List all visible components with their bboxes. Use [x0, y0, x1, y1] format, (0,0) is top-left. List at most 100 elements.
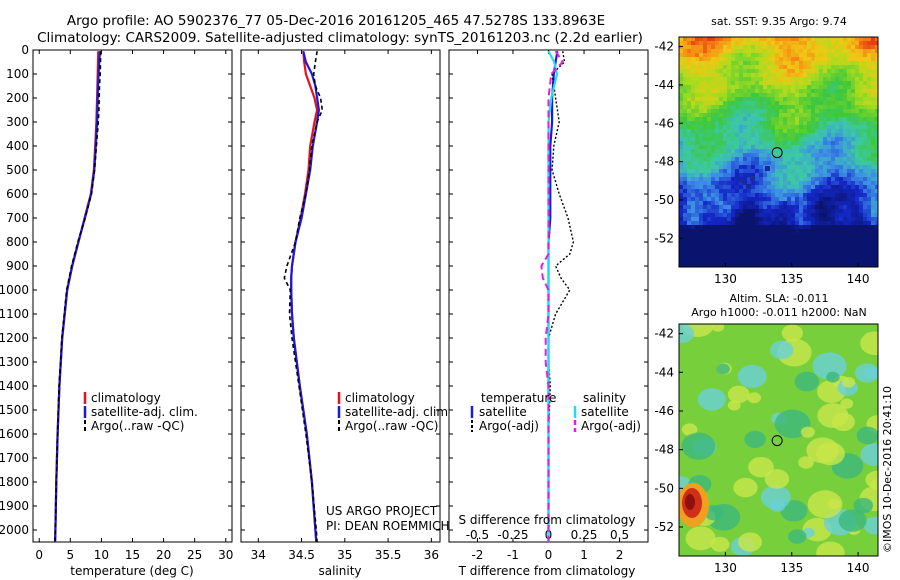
- sst-cell: [679, 217, 683, 221]
- sst-cell: [835, 101, 839, 105]
- sst-cell: [867, 149, 871, 153]
- sst-cell: [707, 85, 711, 89]
- sst-cell: [727, 177, 731, 181]
- sst-cell: [791, 61, 795, 65]
- sst-cell: [835, 233, 839, 237]
- sst-cell: [743, 257, 747, 261]
- sst-cell: [847, 217, 851, 221]
- sst-cell: [791, 81, 795, 85]
- sst-cell: [839, 169, 843, 173]
- sst-cell: [811, 189, 815, 193]
- sst-cell: [695, 49, 699, 53]
- sst-cell: [811, 213, 815, 217]
- sst-cell: [723, 145, 727, 149]
- sst-cell: [871, 81, 875, 85]
- sst-cell: [819, 37, 823, 41]
- sst-cell: [747, 205, 751, 209]
- sst-cell: [859, 129, 863, 133]
- sst-cell: [679, 209, 683, 213]
- sst-cell: [715, 45, 719, 49]
- sst-cell: [683, 177, 687, 181]
- sst-cell: [707, 237, 711, 241]
- sst-cell: [791, 57, 795, 61]
- sst-cell: [847, 125, 851, 129]
- sst-cell: [779, 185, 783, 189]
- sst-cell: [787, 153, 791, 157]
- x-tick-label: 1: [580, 548, 588, 562]
- sst-cell: [875, 37, 878, 41]
- sst-cell: [775, 117, 779, 121]
- sst-cell: [815, 121, 819, 125]
- sst-cell: [751, 213, 755, 217]
- sst-cell: [771, 157, 775, 161]
- sst-cell: [699, 61, 703, 65]
- sst-cell: [735, 189, 739, 193]
- imos-timestamp: ©IMOS 10-Dec-2016 20:41:10: [881, 386, 894, 553]
- sst-cell: [719, 173, 723, 177]
- sst-cell: [803, 49, 807, 53]
- sst-cell: [743, 129, 747, 133]
- sst-cell: [787, 53, 791, 57]
- sst-cell: [703, 105, 707, 109]
- sst-cell: [831, 141, 835, 145]
- sst-cell: [743, 193, 747, 197]
- sst-cell: [819, 141, 823, 145]
- sst-cell: [811, 137, 815, 141]
- sst-cell: [851, 257, 855, 261]
- sst-cell: [807, 89, 811, 93]
- sst-cell: [835, 169, 839, 173]
- sst-cell: [739, 41, 743, 45]
- sst-cell: [839, 181, 843, 185]
- sst-cell: [871, 141, 875, 145]
- sst-cell: [875, 221, 878, 225]
- sst-cell: [755, 137, 759, 141]
- sst-cell: [867, 117, 871, 121]
- sst-cell: [715, 169, 719, 173]
- sst-cell: [803, 121, 807, 125]
- sst-cell: [727, 181, 731, 185]
- sst-cell: [739, 57, 743, 61]
- sst-cell: [735, 253, 739, 257]
- sst-cell: [867, 101, 871, 105]
- sst-cell: [871, 77, 875, 81]
- sst-cell: [815, 81, 819, 85]
- sst-cell: [859, 141, 863, 145]
- sst-cell: [787, 49, 791, 53]
- y-tick-label: 600: [6, 187, 29, 201]
- sst-cell: [851, 49, 855, 53]
- sst-cell: [851, 177, 855, 181]
- sst-cell: [819, 69, 823, 73]
- sst-cell: [819, 145, 823, 149]
- map-y-tick-label: -42: [654, 40, 674, 54]
- sst-cell: [819, 213, 823, 217]
- sst-cell: [831, 229, 835, 233]
- sst-cell: [871, 105, 875, 109]
- sst-cell: [871, 145, 875, 149]
- sst-cell: [743, 253, 747, 257]
- sst-cell: [799, 193, 803, 197]
- sst-cell: [731, 185, 735, 189]
- sst-cell: [771, 125, 775, 129]
- sst-cell: [795, 97, 799, 101]
- sst-cell: [731, 213, 735, 217]
- sst-cell: [875, 261, 878, 265]
- sst-cell: [727, 185, 731, 189]
- sst-cell: [815, 237, 819, 241]
- sst-cell: [719, 177, 723, 181]
- sst-cell: [835, 213, 839, 217]
- sst-cell: [707, 89, 711, 93]
- sst-cell: [727, 81, 731, 85]
- sst-cell: [863, 213, 867, 217]
- sst-cell: [795, 141, 799, 145]
- sst-cell: [823, 53, 827, 57]
- sst-cell: [775, 249, 779, 253]
- sst-cell: [731, 101, 735, 105]
- sst-cell: [715, 149, 719, 153]
- sst-cell: [719, 41, 723, 45]
- sst-cell: [679, 181, 683, 185]
- sst-cell: [687, 221, 691, 225]
- sst-cell: [707, 185, 711, 189]
- sst-cell: [875, 85, 878, 89]
- sst-cell: [723, 133, 727, 137]
- sst-cell: [851, 173, 855, 177]
